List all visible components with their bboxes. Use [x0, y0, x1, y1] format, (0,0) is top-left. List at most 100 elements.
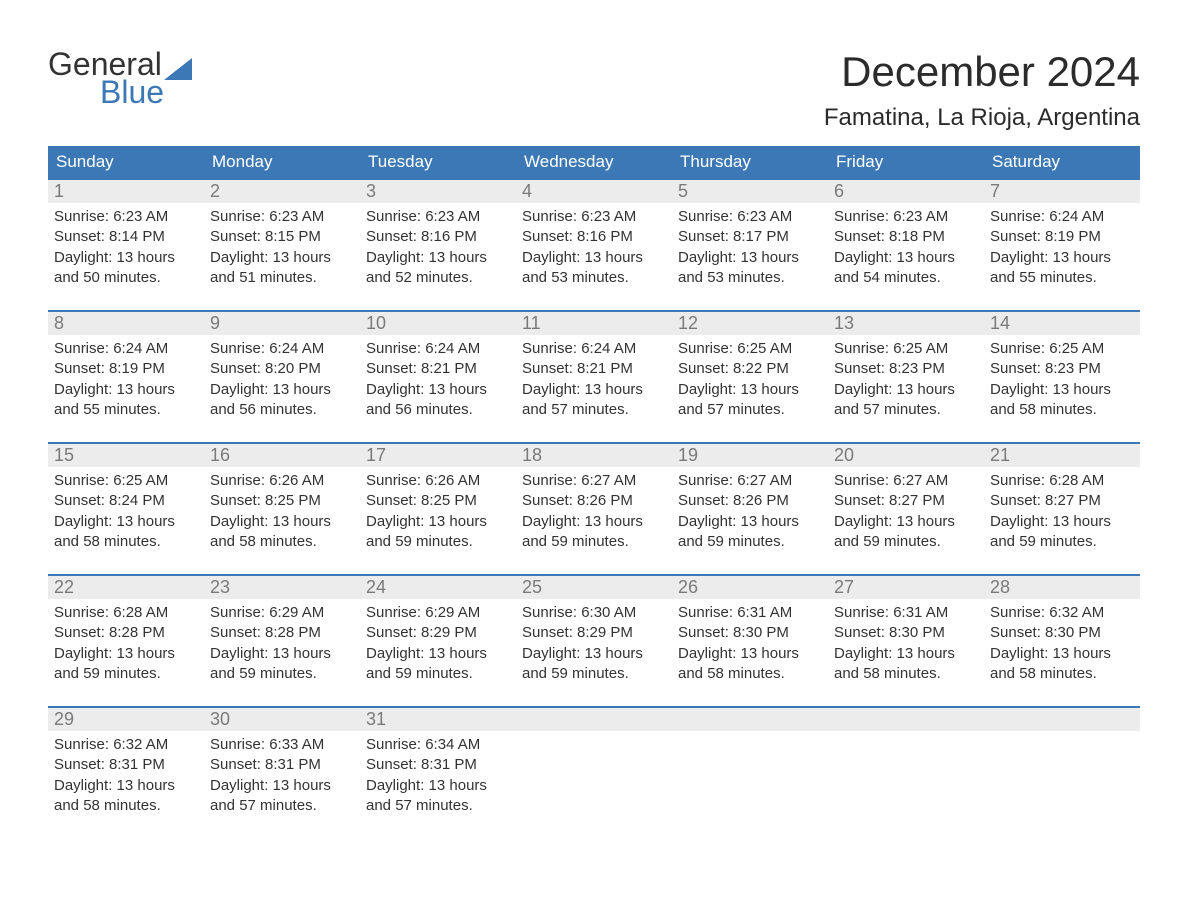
day-body: Sunrise: 6:26 AMSunset: 8:25 PMDaylight:… — [360, 467, 516, 562]
day-body: Sunrise: 6:28 AMSunset: 8:27 PMDaylight:… — [984, 467, 1140, 562]
calendar-cell: 24Sunrise: 6:29 AMSunset: 8:29 PMDayligh… — [360, 576, 516, 694]
daylight-line-2: and 58 minutes. — [210, 532, 354, 552]
daylight-line-2: and 59 minutes. — [678, 532, 822, 552]
day-body: Sunrise: 6:23 AMSunset: 8:17 PMDaylight:… — [672, 203, 828, 298]
sunrise-line: Sunrise: 6:32 AM — [990, 603, 1134, 623]
day-body: Sunrise: 6:25 AMSunset: 8:23 PMDaylight:… — [984, 335, 1140, 430]
calendar-cell: 5Sunrise: 6:23 AMSunset: 8:17 PMDaylight… — [672, 180, 828, 298]
day-number — [828, 708, 984, 731]
day-number: 28 — [984, 576, 1140, 599]
daylight-line-1: Daylight: 13 hours — [678, 512, 822, 532]
day-number: 6 — [828, 180, 984, 203]
day-body — [672, 731, 828, 801]
calendar-cell: 9Sunrise: 6:24 AMSunset: 8:20 PMDaylight… — [204, 312, 360, 430]
daylight-line-2: and 59 minutes. — [366, 664, 510, 684]
daylight-line-2: and 57 minutes. — [522, 400, 666, 420]
calendar-cell: 2Sunrise: 6:23 AMSunset: 8:15 PMDaylight… — [204, 180, 360, 298]
sunset-line: Sunset: 8:21 PM — [366, 359, 510, 379]
calendar-cell: 6Sunrise: 6:23 AMSunset: 8:18 PMDaylight… — [828, 180, 984, 298]
sunset-line: Sunset: 8:25 PM — [366, 491, 510, 511]
day-body: Sunrise: 6:26 AMSunset: 8:25 PMDaylight:… — [204, 467, 360, 562]
calendar-cell: 3Sunrise: 6:23 AMSunset: 8:16 PMDaylight… — [360, 180, 516, 298]
daylight-line-1: Daylight: 13 hours — [678, 380, 822, 400]
day-body: Sunrise: 6:23 AMSunset: 8:16 PMDaylight:… — [360, 203, 516, 298]
sunrise-line: Sunrise: 6:30 AM — [522, 603, 666, 623]
day-header: Thursday — [672, 146, 828, 178]
day-number: 17 — [360, 444, 516, 467]
daylight-line-2: and 57 minutes. — [210, 796, 354, 816]
day-body: Sunrise: 6:24 AMSunset: 8:21 PMDaylight:… — [360, 335, 516, 430]
day-header: Saturday — [984, 146, 1140, 178]
sunrise-line: Sunrise: 6:32 AM — [54, 735, 198, 755]
day-body: Sunrise: 6:23 AMSunset: 8:16 PMDaylight:… — [516, 203, 672, 298]
sunrise-line: Sunrise: 6:23 AM — [210, 207, 354, 227]
calendar-cell: 26Sunrise: 6:31 AMSunset: 8:30 PMDayligh… — [672, 576, 828, 694]
sunset-line: Sunset: 8:19 PM — [54, 359, 198, 379]
daylight-line-2: and 59 minutes. — [522, 532, 666, 552]
sunset-line: Sunset: 8:29 PM — [366, 623, 510, 643]
day-body: Sunrise: 6:25 AMSunset: 8:22 PMDaylight:… — [672, 335, 828, 430]
day-body: Sunrise: 6:23 AMSunset: 8:15 PMDaylight:… — [204, 203, 360, 298]
sunrise-line: Sunrise: 6:23 AM — [54, 207, 198, 227]
calendar-cell: 28Sunrise: 6:32 AMSunset: 8:30 PMDayligh… — [984, 576, 1140, 694]
calendar-cell: 12Sunrise: 6:25 AMSunset: 8:22 PMDayligh… — [672, 312, 828, 430]
sunset-line: Sunset: 8:25 PM — [210, 491, 354, 511]
calendar-cell: 23Sunrise: 6:29 AMSunset: 8:28 PMDayligh… — [204, 576, 360, 694]
sunset-line: Sunset: 8:31 PM — [210, 755, 354, 775]
daylight-line-1: Daylight: 13 hours — [366, 776, 510, 796]
day-body: Sunrise: 6:34 AMSunset: 8:31 PMDaylight:… — [360, 731, 516, 826]
daylight-line-2: and 52 minutes. — [366, 268, 510, 288]
sunrise-line: Sunrise: 6:27 AM — [678, 471, 822, 491]
daylight-line-1: Daylight: 13 hours — [990, 512, 1134, 532]
daylight-line-1: Daylight: 13 hours — [54, 644, 198, 664]
sunrise-line: Sunrise: 6:23 AM — [678, 207, 822, 227]
day-number: 30 — [204, 708, 360, 731]
sunset-line: Sunset: 8:31 PM — [366, 755, 510, 775]
daylight-line-2: and 58 minutes. — [834, 664, 978, 684]
sunset-line: Sunset: 8:27 PM — [834, 491, 978, 511]
daylight-line-2: and 56 minutes. — [210, 400, 354, 420]
daylight-line-1: Daylight: 13 hours — [366, 644, 510, 664]
day-body — [828, 731, 984, 801]
day-number: 19 — [672, 444, 828, 467]
daylight-line-2: and 57 minutes. — [366, 796, 510, 816]
calendar-cell: 8Sunrise: 6:24 AMSunset: 8:19 PMDaylight… — [48, 312, 204, 430]
brand-word-2: Blue — [100, 76, 192, 108]
daylight-line-1: Daylight: 13 hours — [54, 776, 198, 796]
sunset-line: Sunset: 8:16 PM — [522, 227, 666, 247]
day-number: 5 — [672, 180, 828, 203]
daylight-line-1: Daylight: 13 hours — [54, 512, 198, 532]
sunrise-line: Sunrise: 6:28 AM — [54, 603, 198, 623]
daylight-line-1: Daylight: 13 hours — [210, 644, 354, 664]
sunset-line: Sunset: 8:28 PM — [54, 623, 198, 643]
daylight-line-1: Daylight: 13 hours — [522, 248, 666, 268]
daylight-line-1: Daylight: 13 hours — [834, 644, 978, 664]
daylight-line-1: Daylight: 13 hours — [366, 380, 510, 400]
sunset-line: Sunset: 8:28 PM — [210, 623, 354, 643]
sunrise-line: Sunrise: 6:25 AM — [834, 339, 978, 359]
sunrise-line: Sunrise: 6:29 AM — [366, 603, 510, 623]
day-body: Sunrise: 6:27 AMSunset: 8:26 PMDaylight:… — [672, 467, 828, 562]
day-number: 16 — [204, 444, 360, 467]
sunrise-line: Sunrise: 6:27 AM — [522, 471, 666, 491]
sunset-line: Sunset: 8:27 PM — [990, 491, 1134, 511]
daylight-line-2: and 53 minutes. — [522, 268, 666, 288]
calendar-week: 22Sunrise: 6:28 AMSunset: 8:28 PMDayligh… — [48, 574, 1140, 694]
daylight-line-1: Daylight: 13 hours — [366, 248, 510, 268]
day-body: Sunrise: 6:32 AMSunset: 8:31 PMDaylight:… — [48, 731, 204, 826]
daylight-line-2: and 58 minutes. — [990, 664, 1134, 684]
daylight-line-2: and 57 minutes. — [678, 400, 822, 420]
day-number: 27 — [828, 576, 984, 599]
sunrise-line: Sunrise: 6:34 AM — [366, 735, 510, 755]
daylight-line-1: Daylight: 13 hours — [54, 248, 198, 268]
sunset-line: Sunset: 8:15 PM — [210, 227, 354, 247]
sunset-line: Sunset: 8:24 PM — [54, 491, 198, 511]
daylight-line-2: and 54 minutes. — [834, 268, 978, 288]
sunrise-line: Sunrise: 6:24 AM — [54, 339, 198, 359]
daylight-line-2: and 57 minutes. — [834, 400, 978, 420]
day-body: Sunrise: 6:31 AMSunset: 8:30 PMDaylight:… — [828, 599, 984, 694]
calendar-cell: 13Sunrise: 6:25 AMSunset: 8:23 PMDayligh… — [828, 312, 984, 430]
calendar-cell: 14Sunrise: 6:25 AMSunset: 8:23 PMDayligh… — [984, 312, 1140, 430]
calendar-week: 29Sunrise: 6:32 AMSunset: 8:31 PMDayligh… — [48, 706, 1140, 826]
day-number: 20 — [828, 444, 984, 467]
